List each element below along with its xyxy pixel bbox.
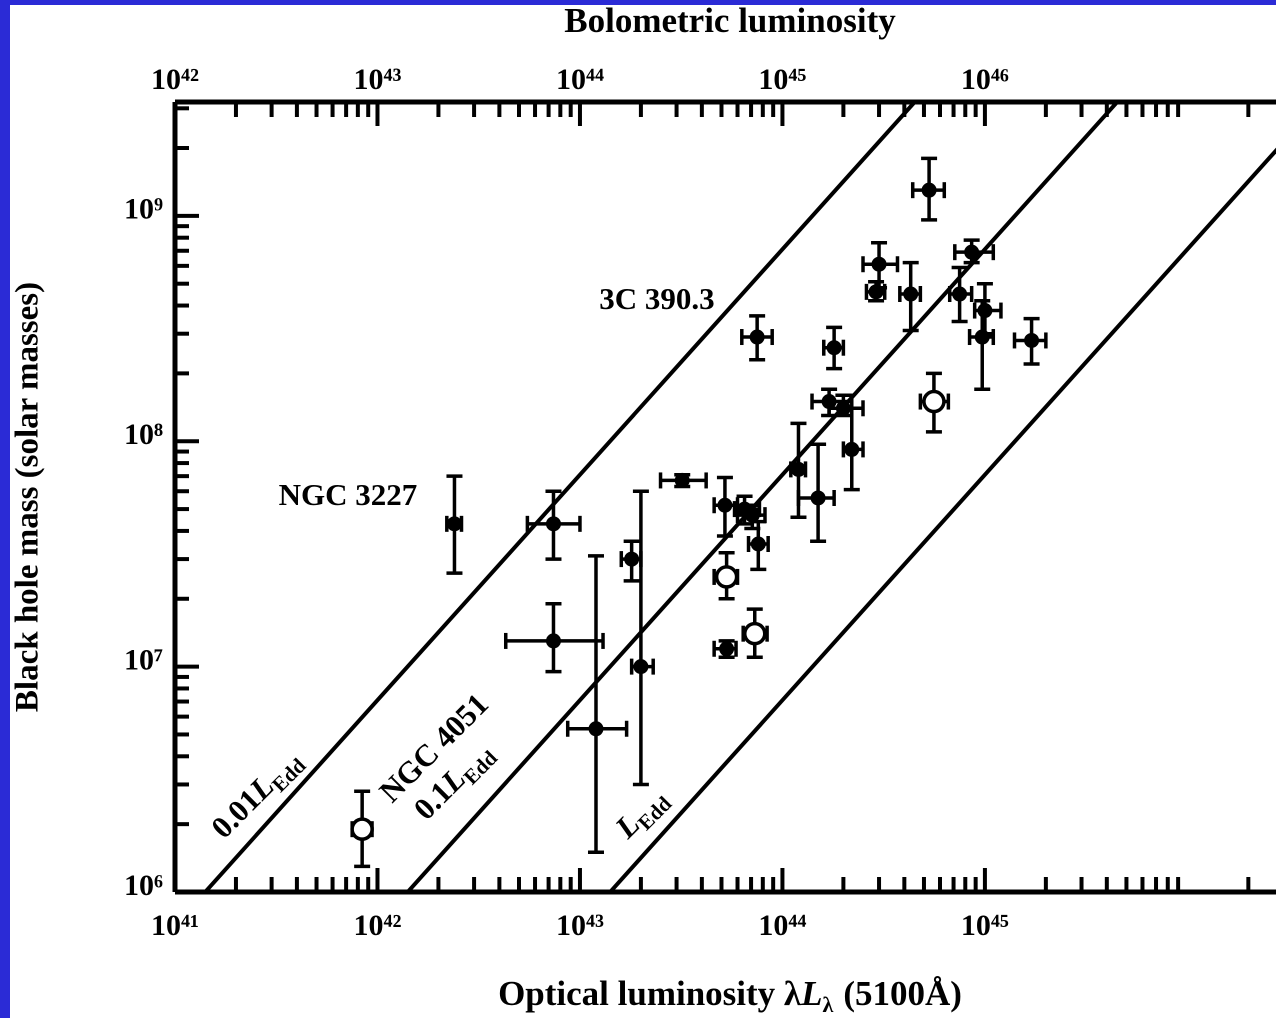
- x-axis-label: Optical luminosity λLλ (5100Å): [498, 974, 962, 1017]
- filled-marker: [545, 633, 561, 649]
- filled-marker: [835, 400, 851, 416]
- filled-marker: [964, 244, 980, 260]
- filled-marker: [446, 516, 462, 532]
- x-tick-label: 10⁴⁴: [758, 909, 806, 942]
- filled-marker: [871, 256, 887, 272]
- x-label-symbol: L: [800, 974, 822, 1013]
- filled-marker: [719, 641, 735, 657]
- point-group: [746, 519, 770, 572]
- filled-marker: [588, 721, 604, 737]
- point-group: [658, 472, 708, 489]
- point-group: [1012, 316, 1048, 366]
- y-tick-label: 10⁸: [124, 418, 163, 451]
- x2-tick-label: 10⁴⁵: [758, 63, 806, 96]
- point-group: [525, 489, 582, 561]
- filled-marker: [717, 497, 733, 513]
- point-group: [910, 156, 947, 222]
- y-tick-label: 10⁷: [124, 644, 163, 677]
- filled-marker: [952, 286, 968, 302]
- point-group: [712, 551, 740, 601]
- x-label-text: Optical luminosity λ: [498, 974, 802, 1013]
- x-tick-label: 10⁴²: [353, 909, 401, 942]
- point-group: [735, 503, 767, 531]
- filled-marker: [624, 551, 640, 567]
- open-marker: [743, 621, 767, 646]
- filled-marker: [903, 286, 919, 302]
- x2-tick-label: 10⁴³: [353, 63, 401, 96]
- x-tick-label: 10⁴¹: [151, 909, 199, 942]
- plot-area: [203, 102, 1276, 892]
- point-group: [712, 639, 738, 660]
- point-group: [918, 371, 951, 434]
- filled-marker: [974, 329, 990, 345]
- point-group: [947, 265, 974, 324]
- point-group: [741, 607, 769, 660]
- x-tick-label: 10⁴⁵: [961, 909, 1009, 942]
- open-marker: [922, 389, 946, 414]
- y-axis-label: Black hole mass (solar masses): [10, 282, 46, 712]
- filled-marker: [790, 461, 806, 477]
- annotation: NGC 3227: [279, 477, 418, 512]
- y-tick-label: 10⁶: [124, 869, 163, 902]
- panel: [10, 5, 1276, 1018]
- filled-marker: [1024, 332, 1040, 348]
- point-group: [503, 602, 605, 674]
- chart-title: Bolometric luminosity: [564, 1, 896, 40]
- filled-marker: [826, 340, 842, 356]
- filled-marker: [977, 303, 993, 319]
- x-label-tail: (5100Å): [843, 974, 962, 1013]
- point-group: [619, 539, 643, 583]
- x2-tick-label: 10⁴²: [151, 63, 199, 96]
- point-group: [841, 406, 865, 492]
- point-group: [740, 314, 774, 362]
- point-group: [898, 260, 923, 333]
- eddington-line: [203, 102, 917, 892]
- filled-marker: [868, 284, 884, 300]
- point-group: [822, 325, 846, 371]
- filled-marker: [750, 536, 766, 552]
- point-group: [445, 474, 464, 575]
- point-group: [629, 489, 655, 787]
- filled-marker: [744, 507, 760, 523]
- open-marker: [714, 565, 739, 589]
- x-label-subscript: λ: [823, 992, 834, 1017]
- point-group: [796, 442, 836, 543]
- filled-marker: [749, 329, 765, 345]
- filled-marker: [545, 516, 561, 532]
- filled-marker: [674, 472, 690, 488]
- filled-marker: [633, 659, 649, 675]
- annotation: 3C 390.3: [599, 281, 714, 316]
- point-group: [967, 299, 996, 392]
- point-group: [953, 238, 996, 265]
- x2-tick-label: 10⁴⁴: [556, 63, 604, 96]
- y-tick-label: 10⁹: [124, 193, 163, 226]
- x-tick-label: 10⁴³: [556, 909, 604, 942]
- eddington-line: [406, 102, 1119, 892]
- point-group: [864, 280, 887, 303]
- point-group: [565, 554, 629, 855]
- filled-marker: [810, 490, 826, 506]
- point-group: [350, 789, 374, 869]
- open-marker: [350, 817, 374, 841]
- filled-marker: [921, 182, 937, 198]
- x2-tick-label: 10⁴⁶: [961, 63, 1009, 96]
- eddington-line: [608, 147, 1276, 892]
- filled-marker: [844, 441, 860, 457]
